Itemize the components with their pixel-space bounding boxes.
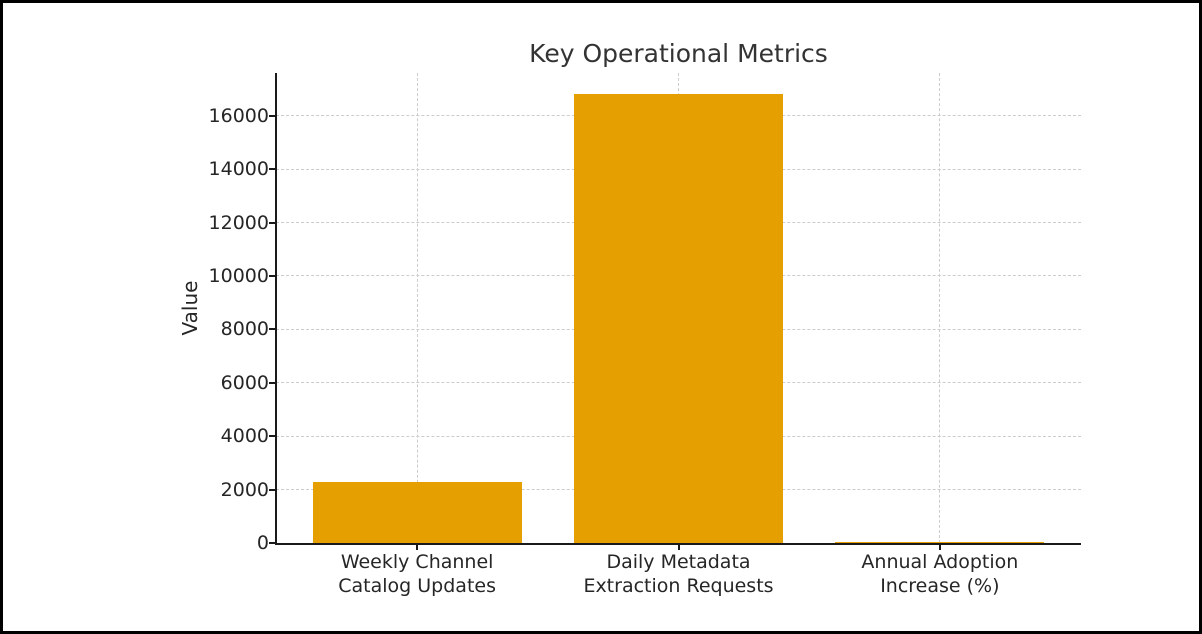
y-tick-label-0: 0 (256, 532, 269, 554)
bar-daily-metadata-extraction-requests (573, 94, 784, 543)
y-tick-label-6000: 6000 (220, 371, 269, 394)
y-tick-mark-0 (269, 542, 276, 544)
x-tick-label-line: Extraction Requests (583, 575, 774, 597)
x-tick-mark-weekly-channel-catalog-updates (416, 543, 419, 550)
x-tick-mark-daily-metadata-extraction-requests (677, 543, 680, 550)
x-tick-mark-annual-adoption-increase (938, 543, 941, 550)
bar-chart: Key Operational Metrics Value 0 2000 4000 6… (3, 3, 1199, 631)
x-tick-label-annual-adoption-increase: Annual Adoption Increase (%) (780, 550, 1100, 598)
y-tick-mark-6000 (269, 381, 276, 384)
x-tick-label-line: Weekly Channel (340, 551, 494, 573)
x-gridline-annual-adoption-increase (939, 73, 941, 543)
chart-title: Key Operational Metrics (529, 39, 828, 68)
y-tick-mark-16000 (269, 114, 276, 117)
y-axis-spine (275, 73, 277, 544)
x-tick-label-line: Catalog Updates (338, 575, 496, 597)
y-tick-label-12000: 12000 (208, 211, 269, 234)
x-tick-label-weekly-channel-catalog-updates: Weekly Channel Catalog Updates (257, 550, 577, 598)
y-tick-mark-12000 (269, 221, 276, 224)
bar-weekly-channel-catalog-updates (312, 481, 522, 543)
y-tick-label-4000: 4000 (220, 425, 269, 448)
x-gridline-weekly-channel-catalog-updates (416, 73, 418, 543)
y-tick-mark-10000 (269, 274, 276, 277)
y-tick-label-14000: 14000 (208, 158, 269, 181)
bar-annual-adoption-increase (835, 541, 1045, 543)
y-tick-mark-2000 (269, 488, 276, 491)
y-tick-mark-4000 (269, 435, 276, 438)
x-tick-label-daily-metadata-extraction-requests: Daily Metadata Extraction Requests (519, 550, 839, 598)
y-tick-label-2000: 2000 (220, 478, 269, 501)
x-tick-label-line: Increase (%) (880, 575, 1000, 597)
y-tick-label-8000: 8000 (220, 318, 269, 341)
y-tick-mark-8000 (269, 328, 276, 331)
x-tick-label-line: Daily Metadata (606, 551, 751, 573)
y-tick-label-10000: 10000 (208, 264, 269, 287)
x-axis-spine (275, 543, 1081, 545)
x-tick-label-line: Annual Adoption (861, 551, 1019, 573)
y-tick-label-16000: 16000 (208, 104, 269, 127)
y-tick-mark-14000 (269, 168, 276, 171)
